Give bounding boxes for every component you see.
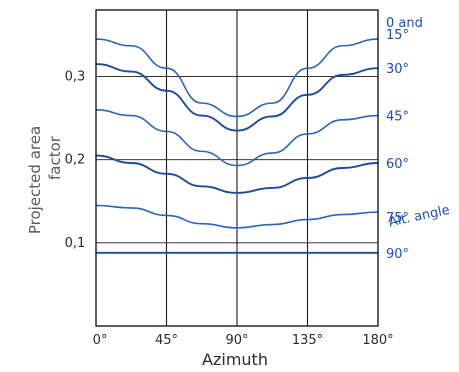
x-tick-label: 135° xyxy=(292,333,323,348)
x-tick-label: 90° xyxy=(225,333,248,348)
plot-frame xyxy=(95,9,379,327)
series-label: 15° xyxy=(386,28,409,43)
x-tick-label: 180° xyxy=(362,333,393,348)
y-axis-label-line2: factor xyxy=(46,135,64,180)
series-layer xyxy=(95,38,379,254)
y-tick-label: 0,2 xyxy=(65,153,86,168)
series-line xyxy=(95,63,379,132)
series-line xyxy=(95,204,379,229)
x-tick-label: 0° xyxy=(93,333,108,348)
series-label: 0 and xyxy=(386,16,423,31)
x-axis-label: Azimuth xyxy=(202,350,268,369)
series-line xyxy=(95,154,379,194)
y-axis-label-line1: Projected area xyxy=(26,126,44,234)
y-tick-labels: 0,1 0,2 0,3 xyxy=(65,70,86,251)
y-tick-label: 0,3 xyxy=(65,70,86,85)
legend-title: Alt. angle xyxy=(387,203,451,231)
series-line xyxy=(95,108,379,167)
series-label: 60° xyxy=(386,157,409,172)
x-tick-labels: 0° 45° 90° 135° 180° xyxy=(93,333,394,348)
x-tick-label: 45° xyxy=(155,333,178,348)
series-label: 90° xyxy=(386,247,409,262)
series-label: 75° xyxy=(386,211,409,226)
series-line xyxy=(95,38,379,118)
series-label: 30° xyxy=(386,62,409,77)
series-label: 45° xyxy=(386,110,409,125)
y-tick-label: 0,1 xyxy=(65,236,86,251)
